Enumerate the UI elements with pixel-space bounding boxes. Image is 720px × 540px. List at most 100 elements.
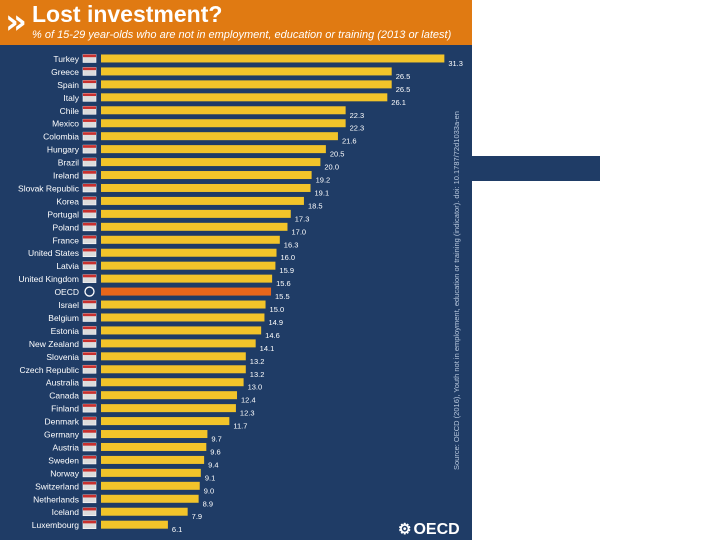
- bar: [101, 430, 208, 439]
- category-label: Hungary: [47, 145, 80, 155]
- value-label: 19.2: [316, 176, 331, 185]
- category-label: Turkey: [53, 54, 79, 64]
- value-label: 9.6: [210, 447, 220, 456]
- flag-mexico-icon: [82, 118, 97, 128]
- flag-band: [83, 352, 96, 356]
- category-label: New Zealand: [29, 339, 79, 349]
- category-label: Austria: [53, 442, 80, 452]
- bar: [101, 365, 246, 374]
- flag-band: [83, 196, 96, 200]
- value-label: 31.3: [448, 59, 463, 68]
- flag-band: [83, 455, 96, 459]
- flag-united-kingdom-icon: [82, 274, 97, 283]
- category-label: Belgium: [48, 313, 79, 323]
- value-label: 16.3: [284, 240, 299, 249]
- value-label: 26.1: [391, 98, 406, 107]
- flag-chile-icon: [82, 105, 97, 115]
- chart-title: Lost investment?: [32, 1, 223, 27]
- bar: [101, 93, 388, 102]
- flag-portugal-icon: [82, 209, 97, 219]
- header-bar: » Lost investment? % of 15-29 year-olds …: [0, 0, 472, 45]
- flag-band: [83, 274, 96, 278]
- value-label: 12.4: [241, 396, 256, 405]
- category-label: Ireland: [53, 171, 79, 181]
- bar: [101, 417, 230, 426]
- value-label: 22.3: [350, 124, 365, 133]
- bar: [101, 339, 256, 348]
- category-label: Netherlands: [33, 494, 79, 504]
- flag-band: [83, 378, 96, 381]
- flag-finland-icon: [82, 403, 97, 413]
- flag-brazil-icon: [82, 157, 97, 167]
- flag-band: [83, 326, 96, 330]
- source-note: Source: OECD (2016), Youth not in employ…: [452, 111, 461, 470]
- category-label: Iceland: [52, 507, 80, 517]
- bar: [101, 222, 288, 231]
- flag-netherlands-icon: [82, 494, 97, 504]
- bar: [101, 119, 346, 128]
- bar: [101, 352, 246, 361]
- flag-band: [83, 404, 96, 407]
- value-label: 19.1: [315, 188, 330, 197]
- flag-poland-icon: [82, 222, 97, 232]
- value-label: 15.9: [279, 266, 294, 275]
- bar-highlight: [101, 287, 272, 296]
- value-label: 16.0: [281, 253, 296, 262]
- bar: [101, 326, 262, 335]
- flag-band: [83, 235, 96, 239]
- chart-panel: » Lost investment? % of 15-29 year-olds …: [0, 0, 472, 540]
- flag-germany-icon: [82, 429, 97, 439]
- flag-israel-icon: [82, 300, 97, 309]
- flag-norway-icon: [82, 468, 97, 478]
- value-label: 21.6: [342, 137, 357, 146]
- value-label: 14.9: [268, 318, 283, 327]
- flag-australia-icon: [82, 377, 97, 387]
- category-label: Italy: [63, 93, 79, 103]
- flag-band: [83, 209, 96, 213]
- flag-band: [83, 93, 96, 97]
- flag-band: [83, 391, 96, 394]
- value-label: 17.0: [291, 227, 306, 236]
- bar: [101, 520, 168, 529]
- bar: [101, 248, 277, 257]
- flag-spain-icon: [82, 80, 97, 89]
- flag-band: [83, 468, 96, 472]
- flag-band: [83, 300, 96, 304]
- value-label: 13.0: [248, 383, 263, 392]
- category-label: Norway: [50, 468, 80, 478]
- bar: [101, 300, 266, 309]
- category-label: Colombia: [43, 132, 79, 142]
- flag-band: [83, 442, 96, 446]
- flag-slovak-republic-icon: [82, 183, 97, 193]
- value-label: 22.3: [350, 111, 365, 120]
- bar: [101, 261, 276, 270]
- category-label: Chile: [60, 106, 80, 116]
- value-label: 26.5: [396, 72, 411, 81]
- category-label: Finland: [51, 404, 79, 414]
- category-label: United States: [28, 248, 79, 258]
- category-label: Sweden: [48, 455, 79, 465]
- category-label: Mexico: [52, 119, 79, 129]
- flag-band: [83, 430, 96, 433]
- category-label: Czech Republic: [19, 365, 79, 375]
- value-label: 7.9: [192, 512, 202, 521]
- flag-band: [83, 183, 96, 187]
- category-label: Australia: [46, 378, 79, 388]
- bar: [101, 183, 311, 192]
- bar: [101, 274, 273, 283]
- oecd-logo-text: OECD: [413, 521, 460, 538]
- bar: [101, 378, 244, 387]
- category-label: Slovenia: [46, 352, 79, 362]
- bar: [101, 80, 392, 89]
- flag-band: [83, 80, 96, 84]
- value-label: 8.9: [203, 499, 213, 508]
- bar-chart: Turkey 31.3 Greece 26.5 Spain 26.5 Italy 26.1 Ch…: [18, 54, 463, 534]
- bar: [101, 468, 201, 477]
- flag-band: [83, 494, 96, 498]
- flag-latvia-icon: [82, 261, 97, 270]
- value-label: 17.3: [295, 214, 310, 223]
- flag-band: [83, 106, 96, 109]
- value-label: 11.7: [233, 422, 247, 431]
- flag-estonia-icon: [82, 326, 97, 335]
- bar: [101, 132, 338, 141]
